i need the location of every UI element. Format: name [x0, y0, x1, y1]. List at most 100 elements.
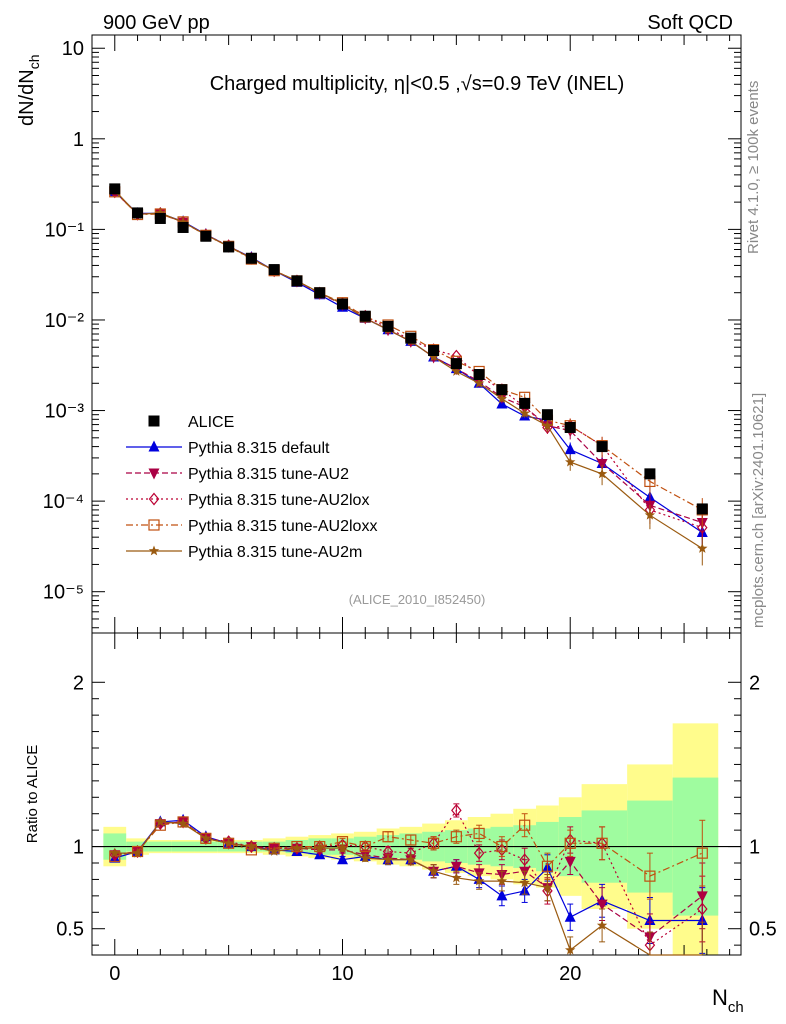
data-point-au2m	[337, 842, 348, 853]
data-point-au2m	[155, 816, 166, 827]
y-tick-label: 1	[73, 129, 84, 151]
data-point-alice	[148, 415, 160, 427]
data-point-alice	[359, 310, 371, 322]
data-point-au2loxx	[564, 837, 576, 849]
data-point-au2m	[596, 919, 608, 930]
x-tick-label: 0	[109, 963, 120, 985]
data-point-au2m	[428, 351, 439, 362]
ratio-axis-label: Ratio to ALICE	[24, 745, 41, 843]
data-point-au2m	[473, 875, 485, 886]
legend: ALICE Pythia 8.315 default Pythia 8.315 tu…	[126, 414, 377, 561]
data-point-au2m	[451, 366, 462, 376]
data-point-au2lox	[519, 853, 530, 867]
data-point-au2loxx	[696, 847, 708, 859]
y-tick-label: 10⁻⁵	[43, 582, 84, 604]
data-point-alice	[177, 221, 189, 233]
data-point-alice	[154, 212, 166, 224]
ratio-tick-label-right: 0.5	[749, 919, 777, 941]
data-point-au2loxx	[148, 519, 160, 531]
ratio-tick-label-right: 1	[749, 837, 760, 859]
legend-label-ALICE: ALICE	[188, 414, 234, 431]
data-point-au2	[148, 468, 160, 480]
data-point-au2m	[451, 872, 462, 883]
data-point-au2	[596, 899, 608, 911]
ratio-tick-label-left: 0.5	[56, 919, 84, 941]
data-point-au2m	[314, 842, 325, 853]
data-point-au2loxx	[519, 819, 531, 831]
data-point-au2loxx	[496, 840, 508, 853]
data-point-alice	[314, 287, 326, 299]
data-point-alice	[291, 275, 303, 287]
ratio-line-AU2loxx	[114, 821, 703, 877]
y-tick-label: 10⁻²	[45, 310, 85, 332]
data-point-au2	[564, 856, 576, 868]
data-point-au2m	[109, 847, 120, 858]
x-tick-label: 20	[559, 963, 581, 985]
y-tick-label: 10⁻³	[45, 401, 85, 423]
header-left: 900 GeV pp	[103, 12, 210, 34]
data-point-alice	[382, 320, 394, 332]
data-point-au2m	[200, 832, 212, 843]
data-point-au2lox	[697, 521, 708, 535]
data-point-default	[564, 910, 576, 922]
data-point-au2m	[496, 393, 508, 404]
legend-label-AU2loxx: Pythia 8.315 tune-AU2loxx	[188, 518, 377, 535]
data-point-alice	[564, 421, 576, 433]
data-point-alice	[223, 241, 235, 253]
ratio-line-AU2m	[114, 821, 703, 956]
x-axis-label: Nch	[712, 985, 744, 1016]
data-point-au2loxx	[450, 831, 462, 843]
data-point-au2loxx	[427, 837, 440, 849]
series-AU2lox	[109, 185, 708, 545]
legend-label-default: Pythia 8.315 default	[188, 440, 330, 457]
data-point-default	[564, 443, 576, 455]
main-series	[109, 183, 708, 566]
header-right: Soft QCD	[647, 12, 733, 34]
data-point-alice	[200, 230, 212, 242]
data-point-au2loxx	[541, 860, 554, 872]
data-point-au2m	[428, 865, 439, 876]
ratio-tick-label-left: 2	[73, 672, 84, 694]
data-point-alice	[336, 298, 348, 310]
data-point-alice	[245, 252, 257, 264]
data-point-au2loxx	[405, 834, 417, 846]
data-point-au2m	[473, 377, 485, 388]
data-point-au2m	[360, 852, 371, 863]
data-point-alice	[644, 468, 656, 480]
data-point-au2loxx	[596, 837, 608, 849]
rivet-label: Rivet 4.1.0, ≥ 100k events	[745, 81, 762, 254]
x-axis-label-subscript: ch	[728, 999, 744, 1016]
x-tick-label: 10	[331, 963, 353, 985]
data-point-au2lox	[697, 902, 708, 916]
data-point-au2loxx	[359, 840, 371, 853]
data-point-au2m	[177, 818, 189, 828]
data-point-au2m	[596, 468, 608, 479]
data-point-alice	[696, 503, 708, 515]
data-point-alice	[450, 358, 462, 370]
y-axis-label-subscript: ch	[26, 55, 42, 70]
data-point-au2m	[223, 837, 234, 848]
ratio-series-AU2m	[109, 816, 706, 956]
data-point-au2	[450, 861, 462, 873]
data-point-au2m	[496, 875, 508, 886]
legend-label-AU2: Pythia 8.315 tune-AU2	[188, 466, 349, 483]
data-point-au2loxx	[644, 870, 656, 882]
data-point-au2m	[542, 420, 553, 431]
data-point-alice	[496, 384, 508, 396]
data-point-default	[496, 889, 508, 901]
data-point-alice	[519, 397, 531, 409]
data-point-au2lox	[148, 492, 160, 506]
chart-title: Charged multiplicity, η|<0.5 ,√s=0.9 TeV…	[210, 73, 625, 95]
main-axes: 10⁻⁵ 10⁻⁴ 10⁻³ 10⁻² 10⁻¹ 1 10 dN/dNch	[16, 35, 741, 633]
ratio-tick-label-left: 1	[73, 837, 84, 859]
data-point-au2m	[148, 545, 160, 556]
data-point-au2lox	[451, 803, 462, 817]
data-point-au2	[596, 459, 608, 471]
data-point-au2loxx	[473, 827, 485, 840]
data-point-au2m	[519, 407, 530, 418]
data-point-au2m	[697, 543, 708, 553]
data-point-au2loxx	[382, 831, 394, 843]
main-panel: Charged multiplicity, η|<0.5 ,√s=0.9 TeV…	[16, 34, 742, 634]
ratio-frame	[91, 632, 742, 956]
